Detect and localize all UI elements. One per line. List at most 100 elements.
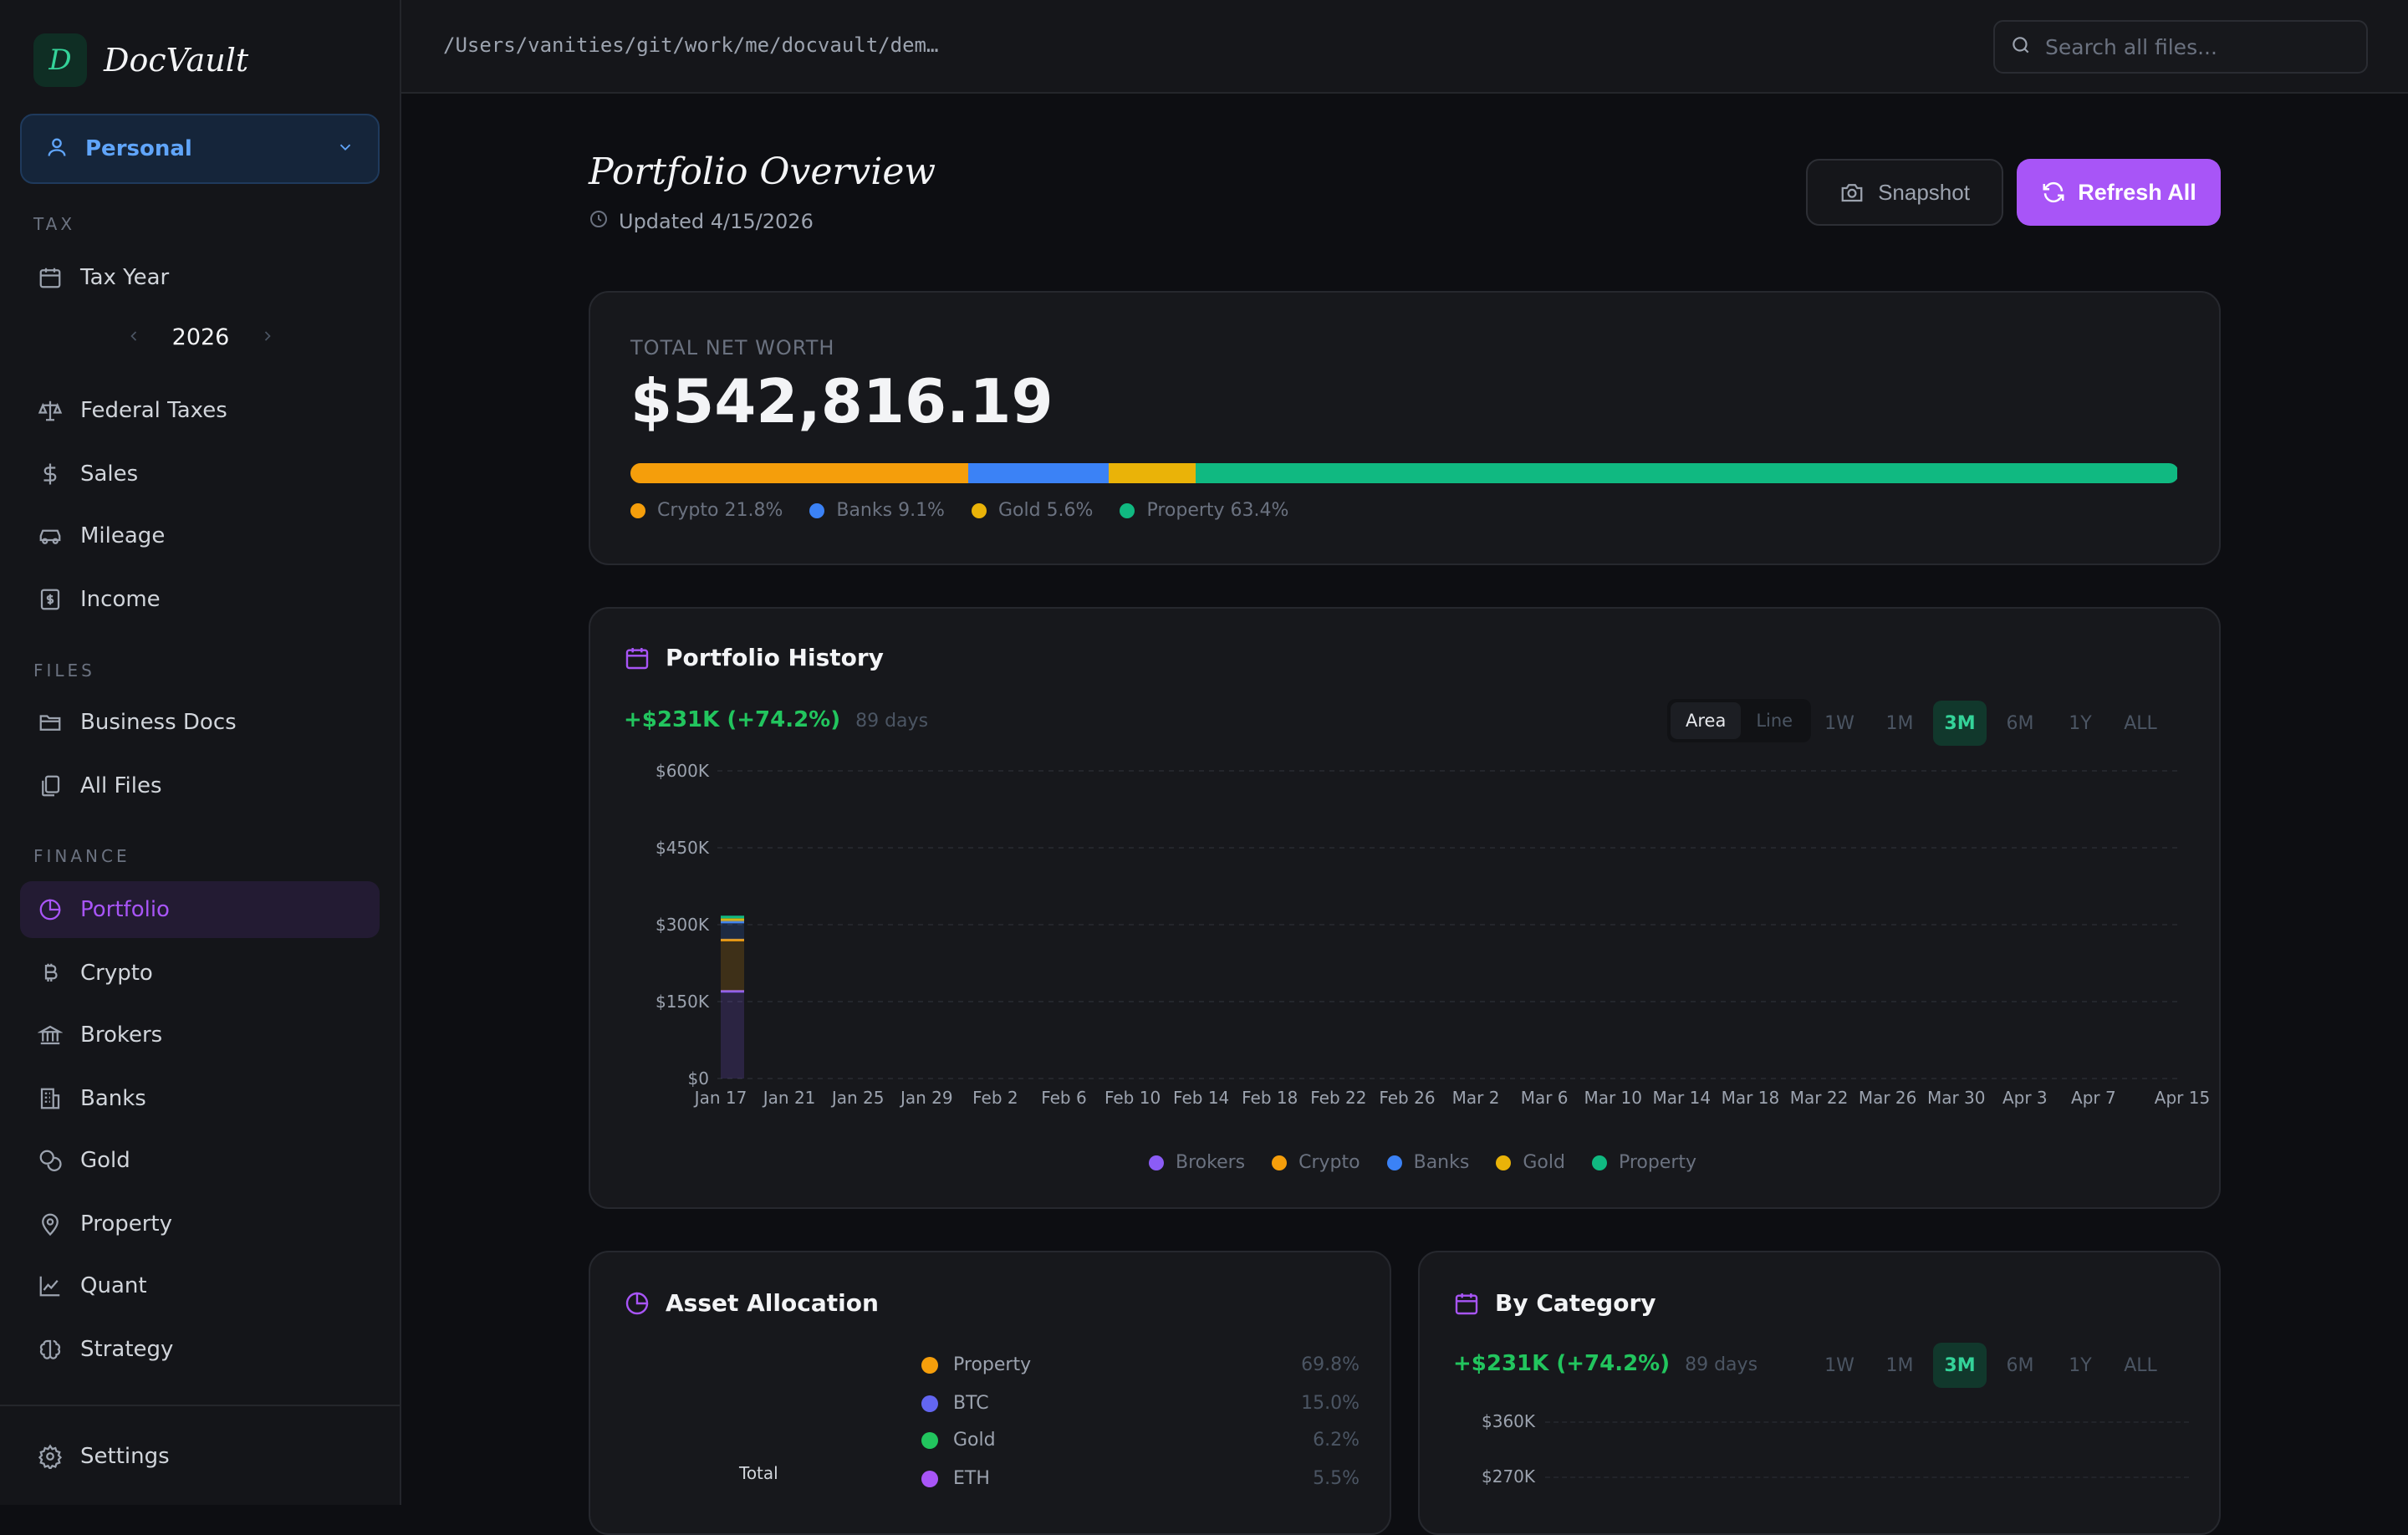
y-tick-label: $0 [688, 1068, 709, 1089]
sidebar-item-label: Settings [80, 1444, 170, 1469]
sidebar-item-strategy[interactable]: Strategy [20, 1321, 380, 1378]
legend-item-gold: Gold 5.6% [971, 500, 1094, 521]
tax-year-value: 2026 [171, 324, 230, 350]
chart-mode-toggle: Area Line [1667, 699, 1812, 742]
files-icon [37, 773, 64, 799]
net-worth-segment-crypto [630, 463, 968, 483]
sidebar-item-all-files[interactable]: All Files [20, 757, 380, 814]
legend-label: Brokers [1176, 1152, 1246, 1173]
chevron-left-icon[interactable] [125, 328, 142, 348]
allocation-name: ETH [953, 1468, 990, 1489]
sidebar-item-tax-year[interactable]: Tax Year [20, 249, 380, 306]
y-tick-label: $150K [656, 992, 710, 1012]
refresh-all-button[interactable]: Refresh All [2017, 159, 2221, 226]
history-chart: $0 $150K $300K $450K $600K Jan 17 Jan 21 Jan 25… [656, 761, 2210, 1108]
x-tick-label: Feb 22 [1310, 1088, 1366, 1108]
legend-dot [630, 502, 645, 518]
range-all[interactable]: ALL [2124, 1354, 2157, 1376]
range-6m[interactable]: 6M [2006, 712, 2034, 734]
legend-label: Gold 5.6% [997, 500, 1094, 521]
sidebar-item-label: Federal Taxes [80, 398, 227, 423]
x-tick-label: Mar 6 [1521, 1088, 1569, 1108]
range-1m[interactable]: 1M [1885, 1354, 1914, 1376]
range-3m[interactable]: 3M [1933, 1343, 1987, 1388]
mode-area[interactable]: Area [1671, 702, 1742, 739]
legend-label: Banks [1413, 1152, 1470, 1173]
receipt-icon [37, 586, 64, 613]
user-icon [45, 135, 69, 162]
top-bar: /Users/vanities/git/work/me/docvault/dem… [401, 0, 2408, 94]
area-segment-brokers [721, 991, 744, 1079]
profile-switcher[interactable]: Personal [20, 114, 380, 184]
sidebar-item-gold[interactable]: Gold [20, 1132, 380, 1189]
sidebar-item-income[interactable]: Income [20, 571, 380, 628]
range-1y[interactable]: 1Y [2069, 712, 2092, 734]
range-all[interactable]: ALL [2124, 712, 2157, 734]
x-tick-label: Mar 26 [1859, 1088, 1917, 1108]
brain-icon [37, 1336, 64, 1363]
history-gain: +$231K (+74.2%) 89 days [624, 707, 928, 732]
allocation-name: BTC [953, 1393, 989, 1414]
allocation-dot [921, 1356, 938, 1374]
legend-label: Gold [1523, 1152, 1565, 1173]
sidebar-item-banks[interactable]: Banks [20, 1070, 380, 1127]
allocation-pct: 69.8% [1301, 1354, 1360, 1375]
search-box[interactable] [1993, 20, 2368, 74]
sidebar-item-property[interactable]: Property [20, 1196, 380, 1252]
range-1w[interactable]: 1W [1824, 1354, 1854, 1376]
mode-line[interactable]: Line [1756, 711, 1793, 731]
x-tick-label: Jan 25 [830, 1088, 885, 1108]
sidebar-item-federal-taxes[interactable]: Federal Taxes [20, 382, 380, 439]
x-tick-label: Apr 3 [2002, 1088, 2048, 1108]
sidebar-item-portfolio[interactable]: Portfolio [20, 881, 380, 938]
sidebar-item-crypto[interactable]: Crypto [20, 945, 380, 1002]
range-1m[interactable]: 1M [1885, 712, 1914, 734]
x-tick-label: Jan 29 [899, 1088, 953, 1108]
history-range-selector: 1W 1M 3M 6M 1Y ALL [1806, 701, 2167, 746]
bank-icon [37, 1022, 64, 1048]
range-1w[interactable]: 1W [1824, 712, 1854, 734]
x-tick-label: Jan 17 [693, 1088, 747, 1108]
logo[interactable]: D DocVault [33, 33, 248, 87]
gain-value: +$231K (+74.2%) [1453, 1351, 1671, 1376]
sidebar-item-sales[interactable]: Sales [20, 446, 380, 502]
category-title-text: By Category [1495, 1289, 1656, 1317]
snapshot-label: Snapshot [1878, 179, 1970, 205]
sidebar-item-label: Crypto [80, 961, 153, 986]
x-tick-label: Jan 21 [762, 1088, 816, 1108]
line-chart-icon [37, 1272, 64, 1299]
x-tick-label: Feb 6 [1041, 1088, 1087, 1108]
sidebar-item-brokers[interactable]: Brokers [20, 1007, 380, 1063]
folder-icon [37, 709, 64, 736]
section-finance: FINANCE [33, 846, 130, 866]
gridline [1545, 1421, 2189, 1423]
category-title: By Category [1453, 1289, 1656, 1317]
range-1y[interactable]: 1Y [2069, 1354, 2092, 1376]
chevron-right-icon[interactable] [259, 328, 276, 348]
sidebar-item-label: Income [80, 587, 161, 612]
category-range-selector: 1W 1M 3M 6M 1Y ALL [1806, 1343, 2167, 1388]
sidebar-item-quant[interactable]: Quant [20, 1257, 380, 1314]
allocation-name: Gold [953, 1430, 996, 1451]
sidebar-item-settings[interactable]: Settings [20, 1428, 380, 1485]
net-worth-bar [630, 463, 2179, 483]
dollar-icon [37, 461, 64, 487]
profile-label: Personal [85, 136, 192, 161]
allocation-title-text: Asset Allocation [666, 1289, 879, 1317]
range-6m[interactable]: 6M [2006, 1354, 2034, 1376]
sidebar-item-label: Banks [80, 1086, 146, 1111]
snapshot-button[interactable]: Snapshot [1806, 159, 2003, 226]
legend-dot [971, 502, 987, 518]
x-tick-label: Apr 7 [2071, 1088, 2116, 1108]
legend-item-property: Property [1591, 1152, 1697, 1173]
app-name: DocVault [104, 42, 249, 79]
sidebar-item-mileage[interactable]: Mileage [20, 507, 380, 564]
range-3m[interactable]: 3M [1933, 701, 1987, 746]
sidebar-item-business-docs[interactable]: Business Docs [20, 694, 380, 751]
y-tick-label: $270K [1482, 1466, 1536, 1487]
search-input[interactable] [2045, 34, 2329, 59]
legend-label: Property [1618, 1152, 1697, 1173]
bitcoin-icon [37, 960, 64, 987]
legend-dot [1120, 502, 1135, 518]
legend-label: Crypto 21.8% [657, 500, 783, 521]
